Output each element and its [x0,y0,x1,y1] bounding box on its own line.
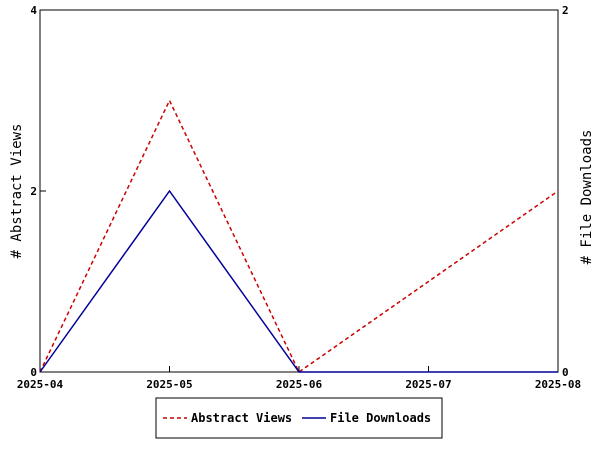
x-tick-label-2025-04: 2025-04 [17,378,64,391]
x-tick-label-2025-05: 2025-05 [146,378,192,391]
legend-label-abstract-views: Abstract Views [191,411,292,425]
left-axis-title: # Abstract Views [9,124,25,259]
legend-label-file-downloads: File Downloads [330,411,431,425]
left-y-tick-label-2: 2 [30,185,37,198]
right-y-tick-label-0: 0 [562,366,569,379]
right-axis-title: # File Downloads [579,130,595,265]
series-line-abstract-views [39,98,559,374]
series-line-file-downloads [39,189,558,373]
series-lines [39,98,559,374]
x-tick-label-2025-07: 2025-07 [405,378,451,391]
x-axis: 2025-04 2025-05 2025-06 2025-07 2025-08 [17,366,581,391]
right-y-tick-label-2: 2 [562,4,569,17]
left-y-tick-label-4: 4 [30,4,37,17]
legend: Abstract Views File Downloads [155,397,443,439]
left-y-tick-label-0: 0 [30,366,37,379]
x-tick-label-2025-08: 2025-08 [535,378,581,391]
x-tick-label-2025-06: 2025-06 [276,378,323,391]
left-y-axis: 0 2 4 [30,4,46,379]
legend-box [155,397,443,439]
